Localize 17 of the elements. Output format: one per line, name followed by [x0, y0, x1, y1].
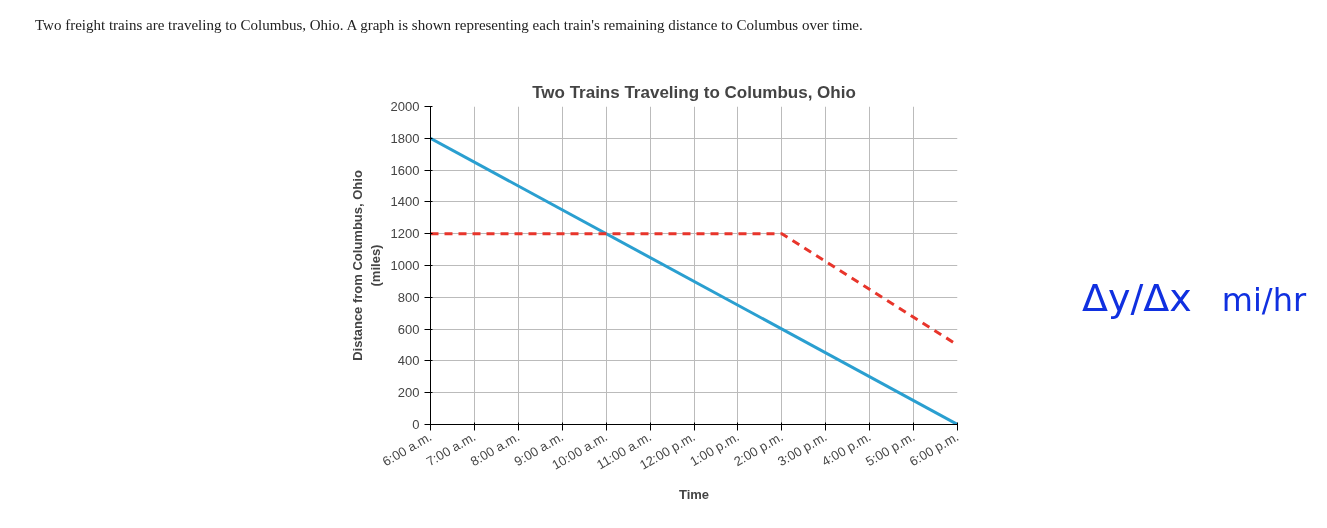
text: Δy/Δx [1082, 276, 1192, 320]
x-axis-title: Time [678, 487, 710, 503]
y-tick-label: 1600 [390, 162, 420, 178]
y-tick-label: 0 [412, 417, 420, 432]
y-tick-label: 1000 [390, 258, 420, 273]
y-tick-label: 1400 [390, 194, 420, 210]
y-tick-label: 1800 [390, 130, 420, 146]
text: mi/hr [1221, 281, 1307, 319]
y-tick-label: 400 [397, 353, 420, 369]
y-axis-title: Distance from Columbus, Ohio (miles) [349, 170, 383, 361]
chart-title: Two Trains Traveling to Columbus, Ohio [532, 82, 856, 102]
y-tick-label: 1200 [390, 226, 420, 242]
y-tick-label: 2000 [390, 99, 420, 114]
y-tick-label: 600 [397, 321, 420, 337]
y-tick-label: 200 [397, 385, 420, 401]
text: Two freight trains are traveling to Columbus, Ohio. A graph is shown representing each train's remaining distance to Columbus over time. [34, 16, 863, 35]
y-tick-label: 800 [397, 289, 420, 305]
